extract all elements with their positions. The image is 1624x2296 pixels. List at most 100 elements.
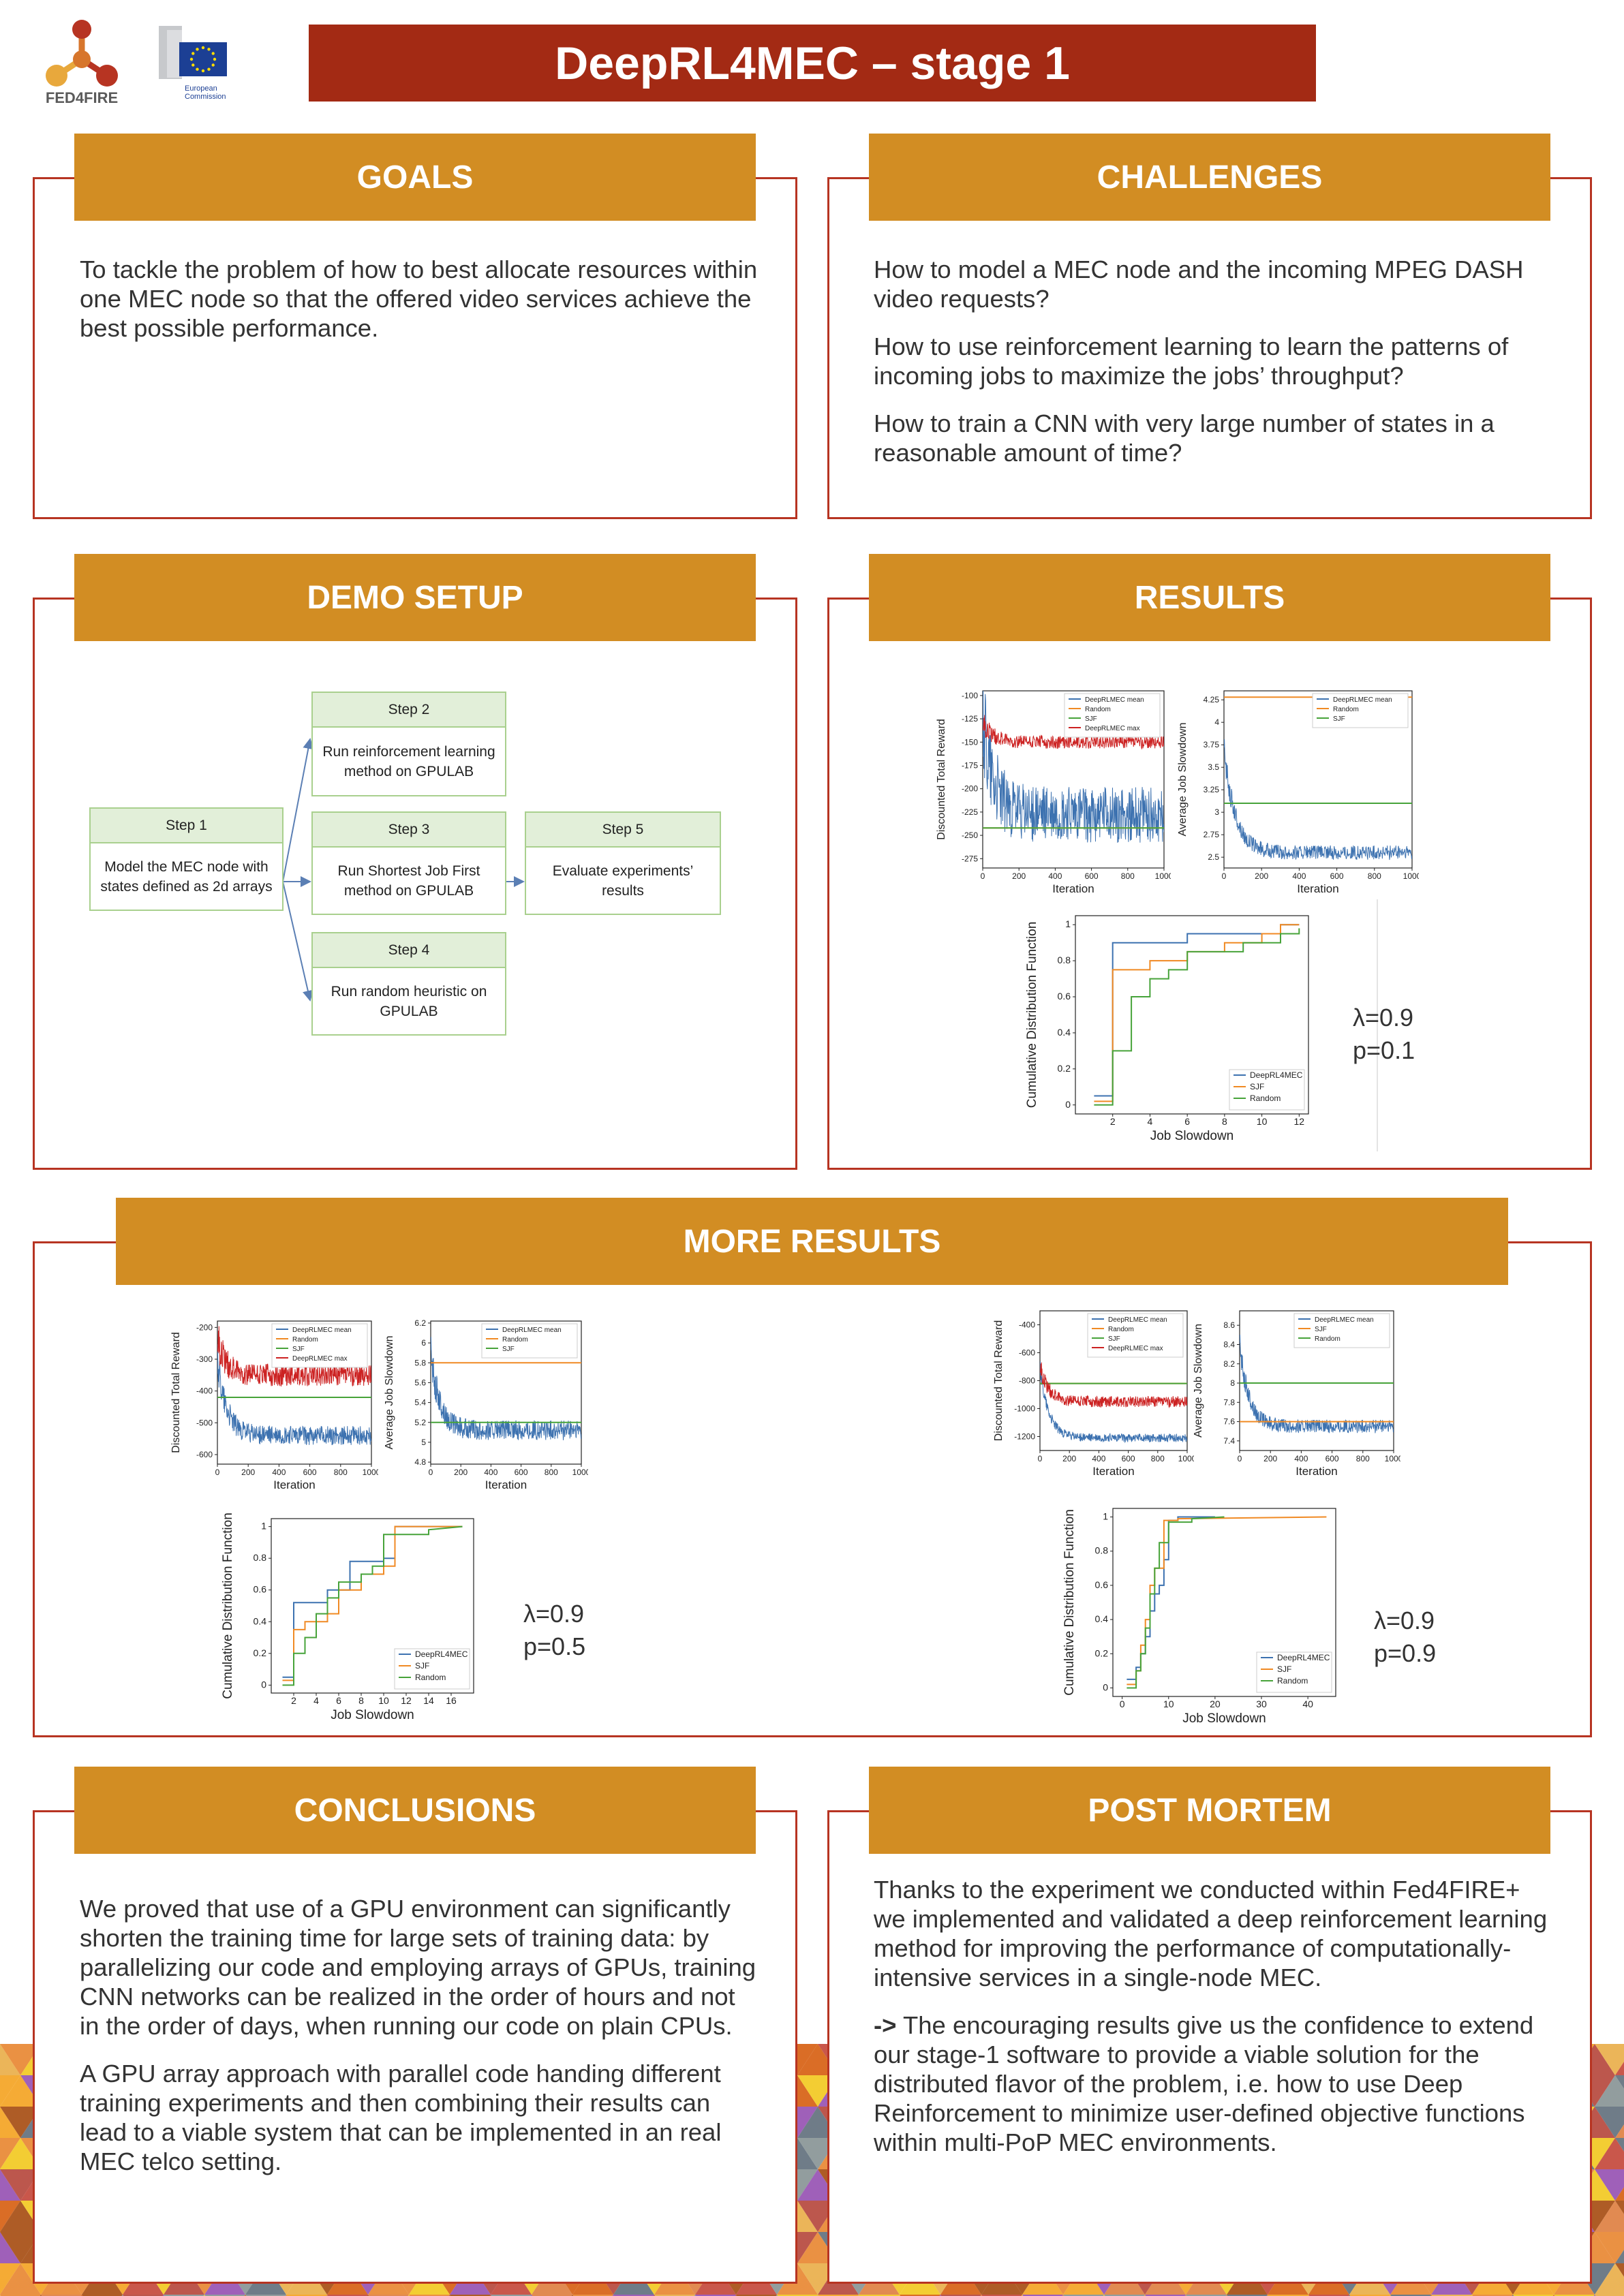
bg-triangle (1615, 2124, 1624, 2138)
y-axis-label: Discounted Total Reward (170, 1332, 182, 1453)
x-axis-label: Iteration (1092, 1465, 1134, 1478)
y-tick-label: 1 (1103, 1511, 1108, 1522)
y-tick-label: 0.2 (1058, 1063, 1071, 1074)
results-title: RESULTS (869, 554, 1550, 641)
x-tick-label: 600 (303, 1468, 317, 1477)
legend-label: SJF (502, 1346, 515, 1353)
y-tick-label: -800 (1019, 1376, 1035, 1386)
y-tick-label: -1000 (1014, 1404, 1035, 1414)
y-tick-label: -125 (962, 714, 978, 724)
bg-triangle (0, 2107, 41, 2138)
challenges-list: How to model a MEC node and the incoming… (874, 255, 1555, 486)
conclusions-title: CONCLUSIONS (74, 1767, 756, 1854)
y-tick-label: 6 (421, 1338, 426, 1348)
series-line (431, 1337, 581, 1440)
legend-label: DeepRL4MEC (415, 1649, 468, 1659)
series-line (1040, 1362, 1187, 1409)
legend-label: DeepRLMEC mean (1108, 1316, 1167, 1324)
x-tick-label: 600 (1085, 871, 1099, 881)
demo-setup-title: DEMO SETUP (74, 554, 756, 641)
legend-box (1087, 1313, 1184, 1358)
x-tick-label: 200 (1255, 871, 1268, 881)
bg-triangle (0, 2044, 41, 2075)
y-tick-label: -100 (962, 691, 978, 700)
series-line (282, 1525, 463, 1686)
y-tick-label: 8 (1230, 1378, 1235, 1388)
x-tick-label: 0 (429, 1468, 433, 1477)
legend-label: DeepRLMEC mean (1085, 696, 1144, 704)
results-slowdown-chart: 0 200 400 600 800 1000 2.5 2.75 3 3.25 3.5 3.75 4 4.2… (1177, 690, 1419, 895)
x-tick-label: 8 (358, 1695, 364, 1706)
p-label: p=0.5 (523, 1632, 586, 1660)
y-tick-label: 5.4 (414, 1398, 426, 1408)
y-tick-label: 2.5 (1208, 852, 1219, 862)
postmortem-paragraph-2-text: The encouraging results give us the conf… (874, 2011, 1534, 2156)
x-tick-label: 600 (1122, 1454, 1135, 1463)
y-tick-label: -200 (196, 1322, 213, 1332)
legend-label: Random (1250, 1093, 1281, 1103)
goals-text: To tackle the problem of how to best all… (80, 255, 758, 342)
legend-label: SJF (415, 1661, 429, 1671)
legend-label: SJF (1085, 715, 1097, 723)
x-axis-label: Job Slowdown (1182, 1711, 1266, 1726)
ec-star-icon (213, 57, 217, 61)
results-reward-chart: 0 200 400 600 800 1000 -100 -125 -150 -175 -200 -22… (936, 690, 1171, 895)
x-tick-label: 800 (545, 1468, 558, 1477)
y-tick-label: 0.8 (1095, 1545, 1109, 1556)
series-line (1040, 1361, 1187, 1444)
y-tick-label: -400 (196, 1386, 213, 1396)
legend-box (394, 1648, 470, 1690)
y-axis-label: Average Job Slowdown (1193, 1324, 1204, 1438)
x-tick-label: 0 (1222, 871, 1227, 881)
y-tick-label: 0.4 (254, 1615, 267, 1626)
y-tick-label: 0.2 (254, 1647, 267, 1658)
legend-label: DeepRL4MEC (1277, 1653, 1330, 1662)
x-tick-label: 1000 (1178, 1454, 1194, 1463)
y-tick-label: 3.75 (1204, 740, 1220, 749)
legend-label: SJF (1250, 1082, 1264, 1091)
y-tick-label: 5 (421, 1438, 426, 1447)
x-tick-label: 400 (1294, 1454, 1308, 1463)
fed4fire-logo-text: FED4FIRE (46, 89, 118, 106)
goals-title: GOALS (74, 134, 756, 221)
bg-triangle (1615, 2263, 1624, 2277)
ec-star-icon (196, 67, 199, 71)
x-tick-label: 600 (1326, 1454, 1339, 1463)
y-tick-label: 0.6 (1095, 1579, 1109, 1590)
challenge-item: How to train a CNN with very large numbe… (874, 409, 1495, 467)
bg-triangle (1595, 2075, 1624, 2107)
step-5-header: Step 5 (525, 811, 721, 848)
step-4-body: Run random heuristic on GPULAB (311, 967, 506, 1036)
x-tick-label: 200 (454, 1468, 468, 1477)
y-axis-label: Cumulative Distribution Function (1062, 1509, 1077, 1696)
bg-triangle (1615, 2201, 1624, 2214)
step-3-header: Step 3 (311, 811, 506, 848)
challenges-title: CHALLENGES (869, 134, 1550, 221)
x-tick-label: 400 (272, 1468, 286, 1477)
x-tick-label: 0 (1038, 1454, 1043, 1463)
legend-label: DeepRLMEC max (292, 1355, 348, 1363)
step-4-header: Step 4 (311, 932, 506, 968)
x-tick-label: 12 (401, 1695, 412, 1706)
ec-star-icon (211, 63, 215, 67)
bg-triangle (777, 2263, 818, 2295)
legend-label: SJF (292, 1346, 305, 1353)
more-results-right-params: λ=0.9 p=0.9 (1374, 1604, 1436, 1670)
legend-box (1229, 1069, 1305, 1111)
y-tick-label: -1200 (1014, 1432, 1035, 1442)
y-tick-label: 0 (1065, 1099, 1071, 1110)
y-tick-label: 3.5 (1208, 762, 1219, 772)
x-tick-label: 800 (1151, 1454, 1165, 1463)
y-tick-label: 3 (1214, 807, 1219, 817)
postmortem-paragraph-1: Thanks to the experiment we conducted wi… (874, 1876, 1548, 1991)
legend-label: DeepRLMEC max (1108, 1345, 1163, 1352)
postmortem-title: POST MORTEM (869, 1767, 1550, 1854)
legend-label: SJF (1333, 715, 1345, 723)
bg-triangle (0, 2138, 41, 2169)
ec-logo-line1: European (185, 84, 217, 93)
postmortem-panel (827, 1810, 1592, 2284)
x-tick-label: 1000 (1385, 1454, 1400, 1463)
x-tick-label: 1000 (1155, 871, 1171, 881)
legend-box (1256, 1651, 1332, 1693)
series-line (1224, 739, 1412, 860)
